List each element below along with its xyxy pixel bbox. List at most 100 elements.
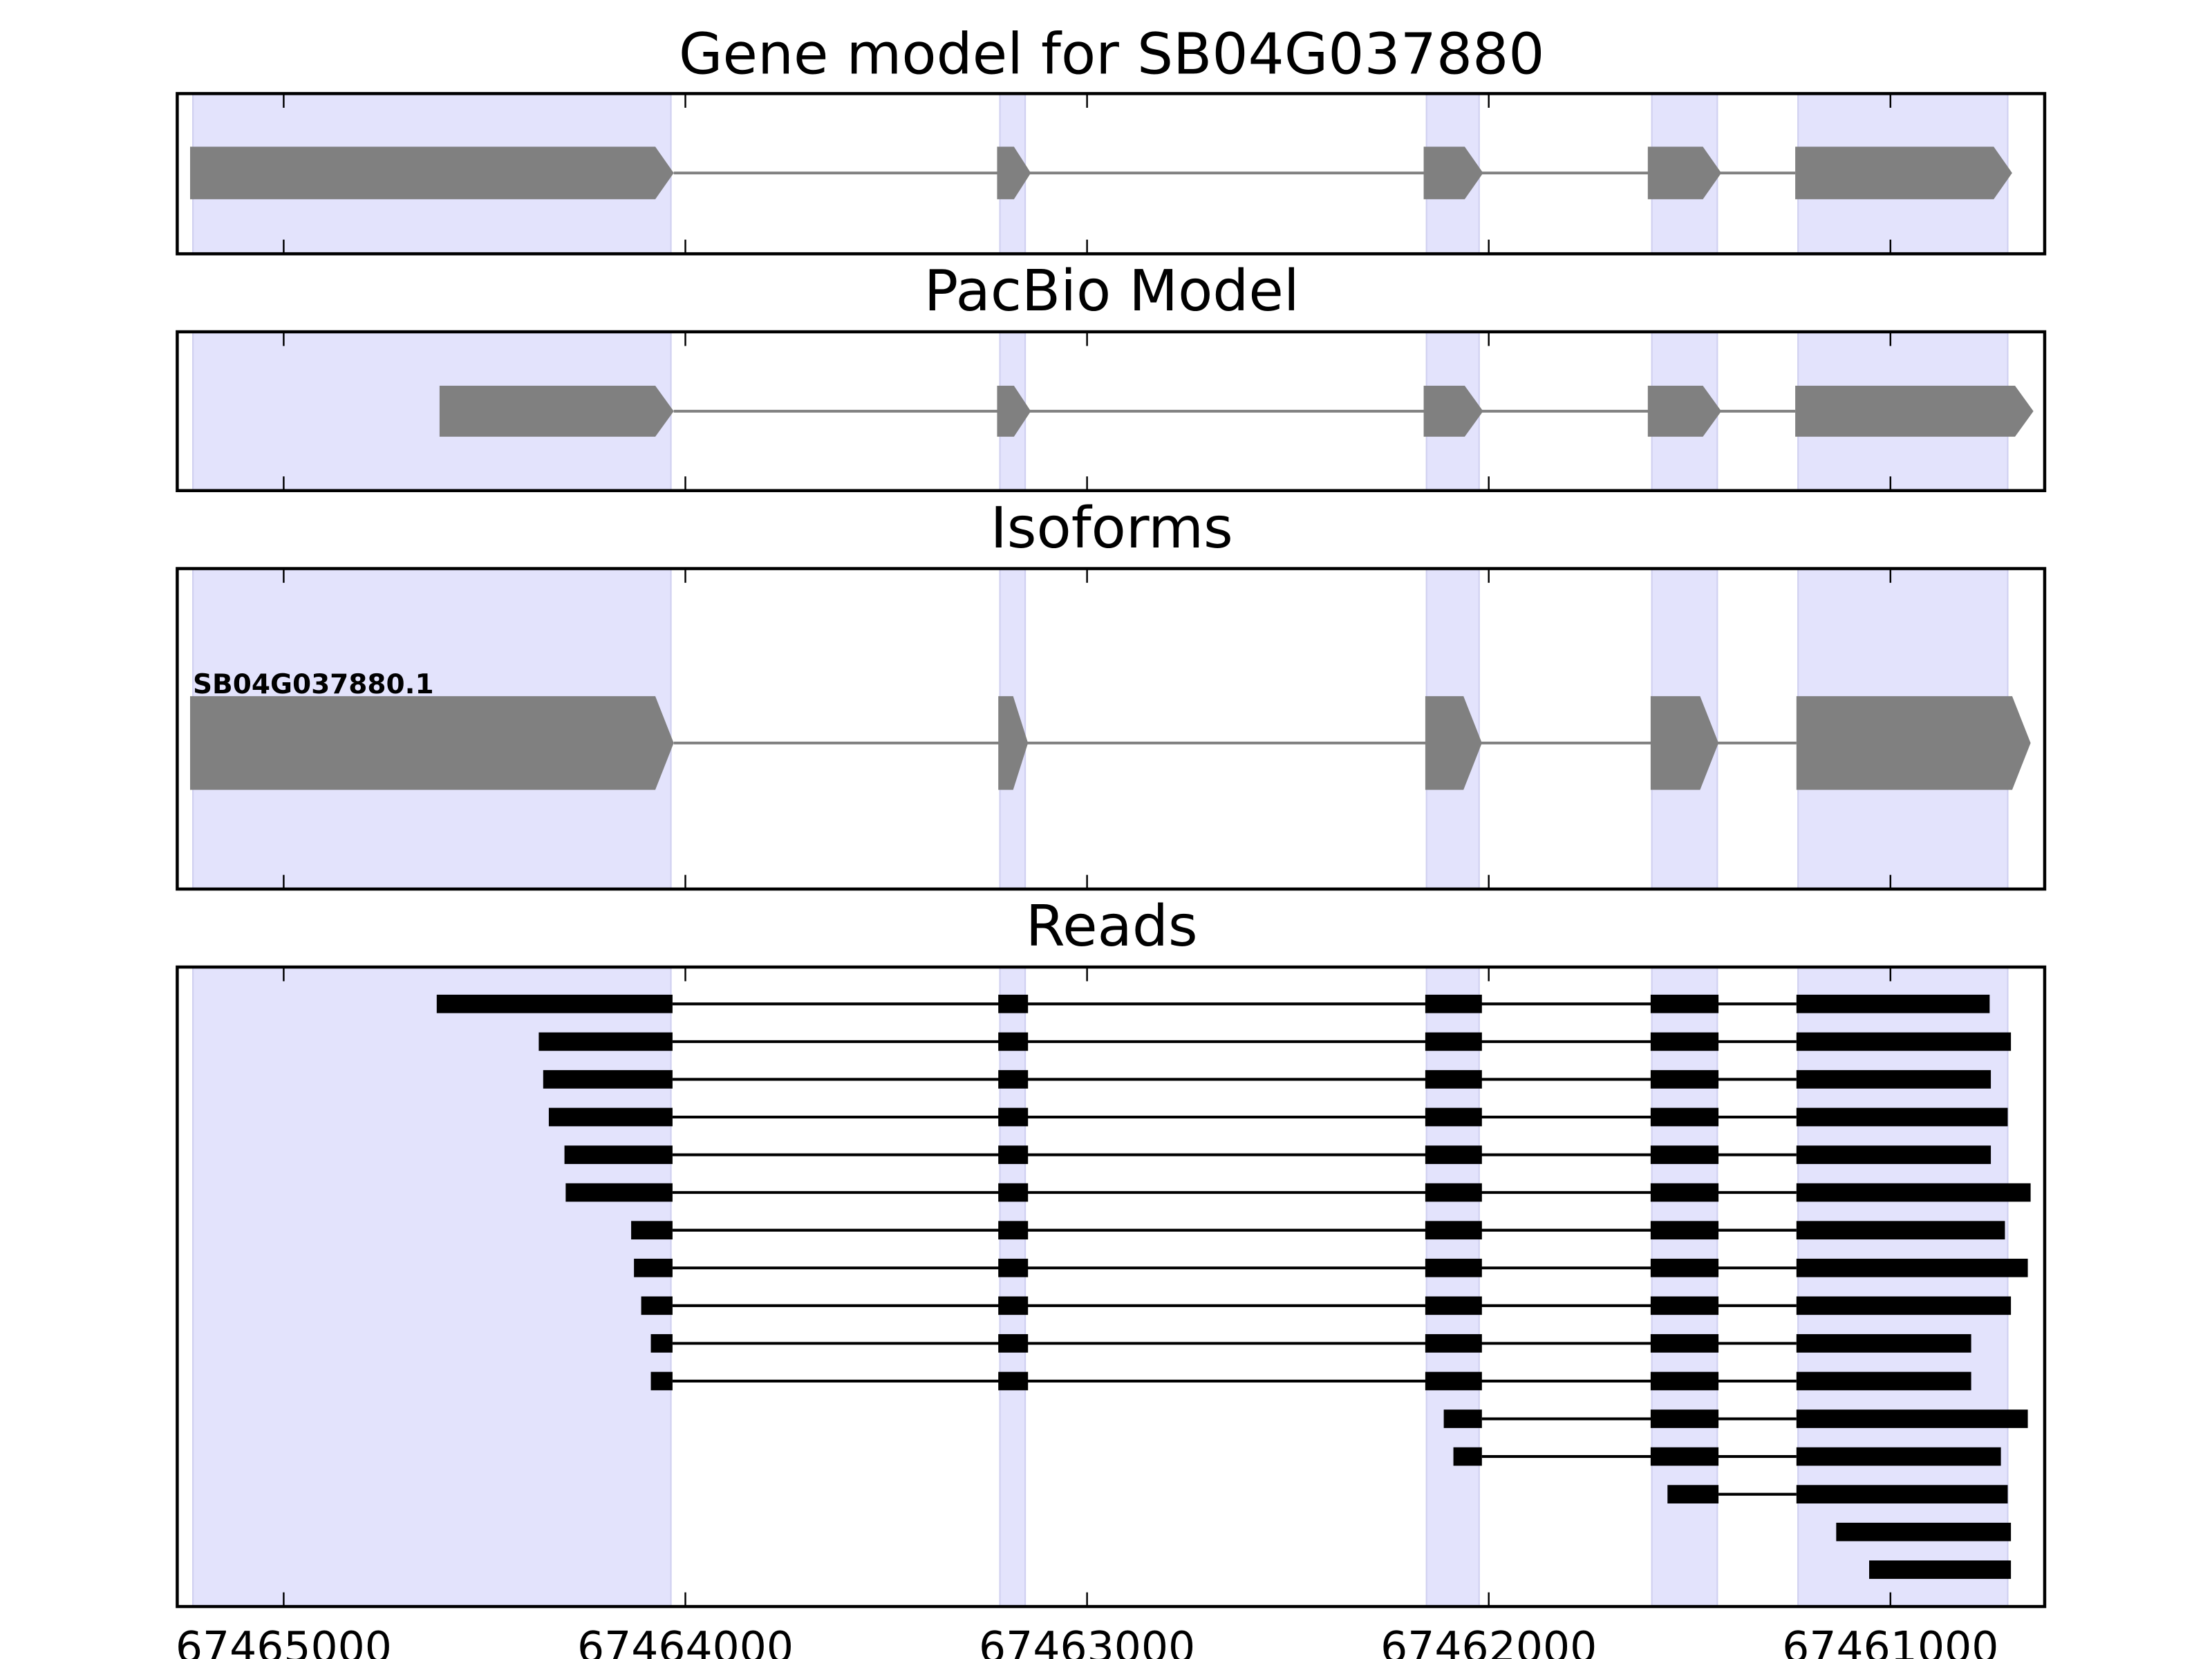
read-exon-block (1425, 1107, 1482, 1127)
read-exon-block (548, 1107, 673, 1127)
panel-title-reads: Reads (1026, 894, 1198, 959)
read-exon-block (1650, 1371, 1719, 1391)
x-tick-label: 67462000 (1380, 1622, 1597, 1659)
read-exon-block (1796, 1107, 2008, 1127)
read-exon-block (998, 994, 1029, 1013)
exon-arrow (1796, 696, 2031, 790)
read-exon-block (1425, 1258, 1482, 1277)
read-exon-block (1796, 1221, 2005, 1240)
read-exon-block (998, 1258, 1029, 1277)
exon-arrow (190, 147, 674, 200)
read-exon-block (998, 1296, 1029, 1315)
panel-title-gene-model: Gene model for SB04G037880 (679, 22, 1545, 88)
read-exon-block (1796, 1258, 2028, 1277)
read-exon-block (1650, 1145, 1719, 1164)
read-exon-block (1425, 1221, 1482, 1240)
read-exon-block (1425, 1032, 1482, 1051)
exon-arrow (1423, 385, 1483, 437)
read-exon-block (998, 1032, 1029, 1051)
read-exon-block (1650, 1070, 1719, 1089)
read-exon-block (1425, 1070, 1482, 1089)
read-exon-block (1650, 1107, 1719, 1127)
read-exon-block (1796, 1409, 2028, 1428)
read-exon-block (1425, 1371, 1482, 1391)
read-exon-block (538, 1032, 673, 1051)
read-exon-block (998, 1221, 1029, 1240)
exon-arrow (1795, 385, 2034, 437)
read-exon-block (1796, 1447, 2001, 1466)
exon-arrow (1650, 696, 1719, 790)
exon-arrow (997, 385, 1031, 437)
exon-arrow (1795, 147, 2012, 200)
exon-arrow (1423, 147, 1483, 200)
exon-arrow (998, 696, 1029, 790)
axes-frame (176, 965, 2047, 1609)
read-exon-block (1796, 1485, 2008, 1503)
exon-arrow (439, 385, 674, 437)
x-tick-label: 67461000 (1782, 1622, 1998, 1659)
isoform-label: SB04G037880.1 (193, 669, 434, 700)
x-tick-label: 67463000 (979, 1622, 1195, 1659)
panel-title-isoforms: Isoforms (991, 496, 1233, 561)
read-exon-block (1425, 1334, 1482, 1353)
read-exon-block (1650, 1032, 1719, 1051)
read-exon-block (998, 1334, 1029, 1353)
read-exon-block (1650, 1183, 1719, 1202)
read-exon-block (436, 994, 673, 1013)
read-exon-block (1650, 1334, 1719, 1353)
read-exon-block (1796, 1032, 2012, 1051)
exon-arrow (190, 696, 674, 790)
read-exon-block (1650, 994, 1719, 1013)
read-exon-block (998, 1070, 1029, 1089)
read-exon-block (1796, 994, 1990, 1013)
read-exon-block (1796, 1145, 1991, 1164)
read-exon-block (1443, 1409, 1482, 1428)
read-exon-block (565, 1183, 673, 1202)
read-exon-block (1796, 1371, 1971, 1391)
shaded-exon-region (192, 966, 672, 1608)
read-exon-block (1425, 1183, 1482, 1202)
read-exon-block (1650, 1409, 1719, 1428)
read-exon-block (1667, 1485, 1719, 1503)
shaded-exon-region (1651, 966, 1718, 1608)
read-exon-block (1425, 994, 1482, 1013)
read-exon-block (631, 1221, 673, 1240)
read-exon-block (998, 1371, 1029, 1391)
read-exon-block (1650, 1296, 1719, 1315)
read-exon-block (1869, 1560, 2012, 1580)
read-exon-block (641, 1296, 673, 1315)
read-exon-block (998, 1107, 1029, 1127)
shaded-exon-region (1797, 966, 2009, 1608)
read-exon-block (1650, 1447, 1719, 1466)
read-exon-block (998, 1145, 1029, 1164)
read-exon-block (1796, 1070, 1991, 1089)
exon-arrow (1647, 385, 1722, 437)
shaded-exon-region (999, 966, 1027, 1608)
read-exon-block (634, 1258, 673, 1277)
x-tick-label: 67465000 (176, 1622, 392, 1659)
read-exon-block (564, 1145, 673, 1164)
read-exon-block (1796, 1296, 2012, 1315)
read-exon-block (1650, 1258, 1719, 1277)
read-exon-block (650, 1334, 673, 1353)
read-exon-block (1836, 1522, 2012, 1541)
read-exon-block (650, 1371, 673, 1391)
read-exon-block (998, 1183, 1029, 1202)
axes-frame (176, 92, 2047, 256)
read-exon-block (1425, 1145, 1482, 1164)
read-exon-block (1453, 1447, 1482, 1466)
read-exon-block (1425, 1296, 1482, 1315)
exon-arrow (1647, 147, 1722, 200)
read-exon-block (1796, 1334, 1971, 1353)
read-exon-block (543, 1070, 673, 1089)
axes-frame (176, 330, 2047, 492)
exon-arrow (1425, 696, 1482, 790)
x-tick-label: 67464000 (577, 1622, 794, 1659)
exon-arrow (997, 147, 1031, 200)
read-exon-block (1796, 1183, 2031, 1202)
axes-frame (176, 567, 2047, 891)
read-exon-block (1650, 1221, 1719, 1240)
panel-title-pacbio: PacBio Model (924, 259, 1300, 324)
shaded-exon-region (1425, 966, 1480, 1608)
